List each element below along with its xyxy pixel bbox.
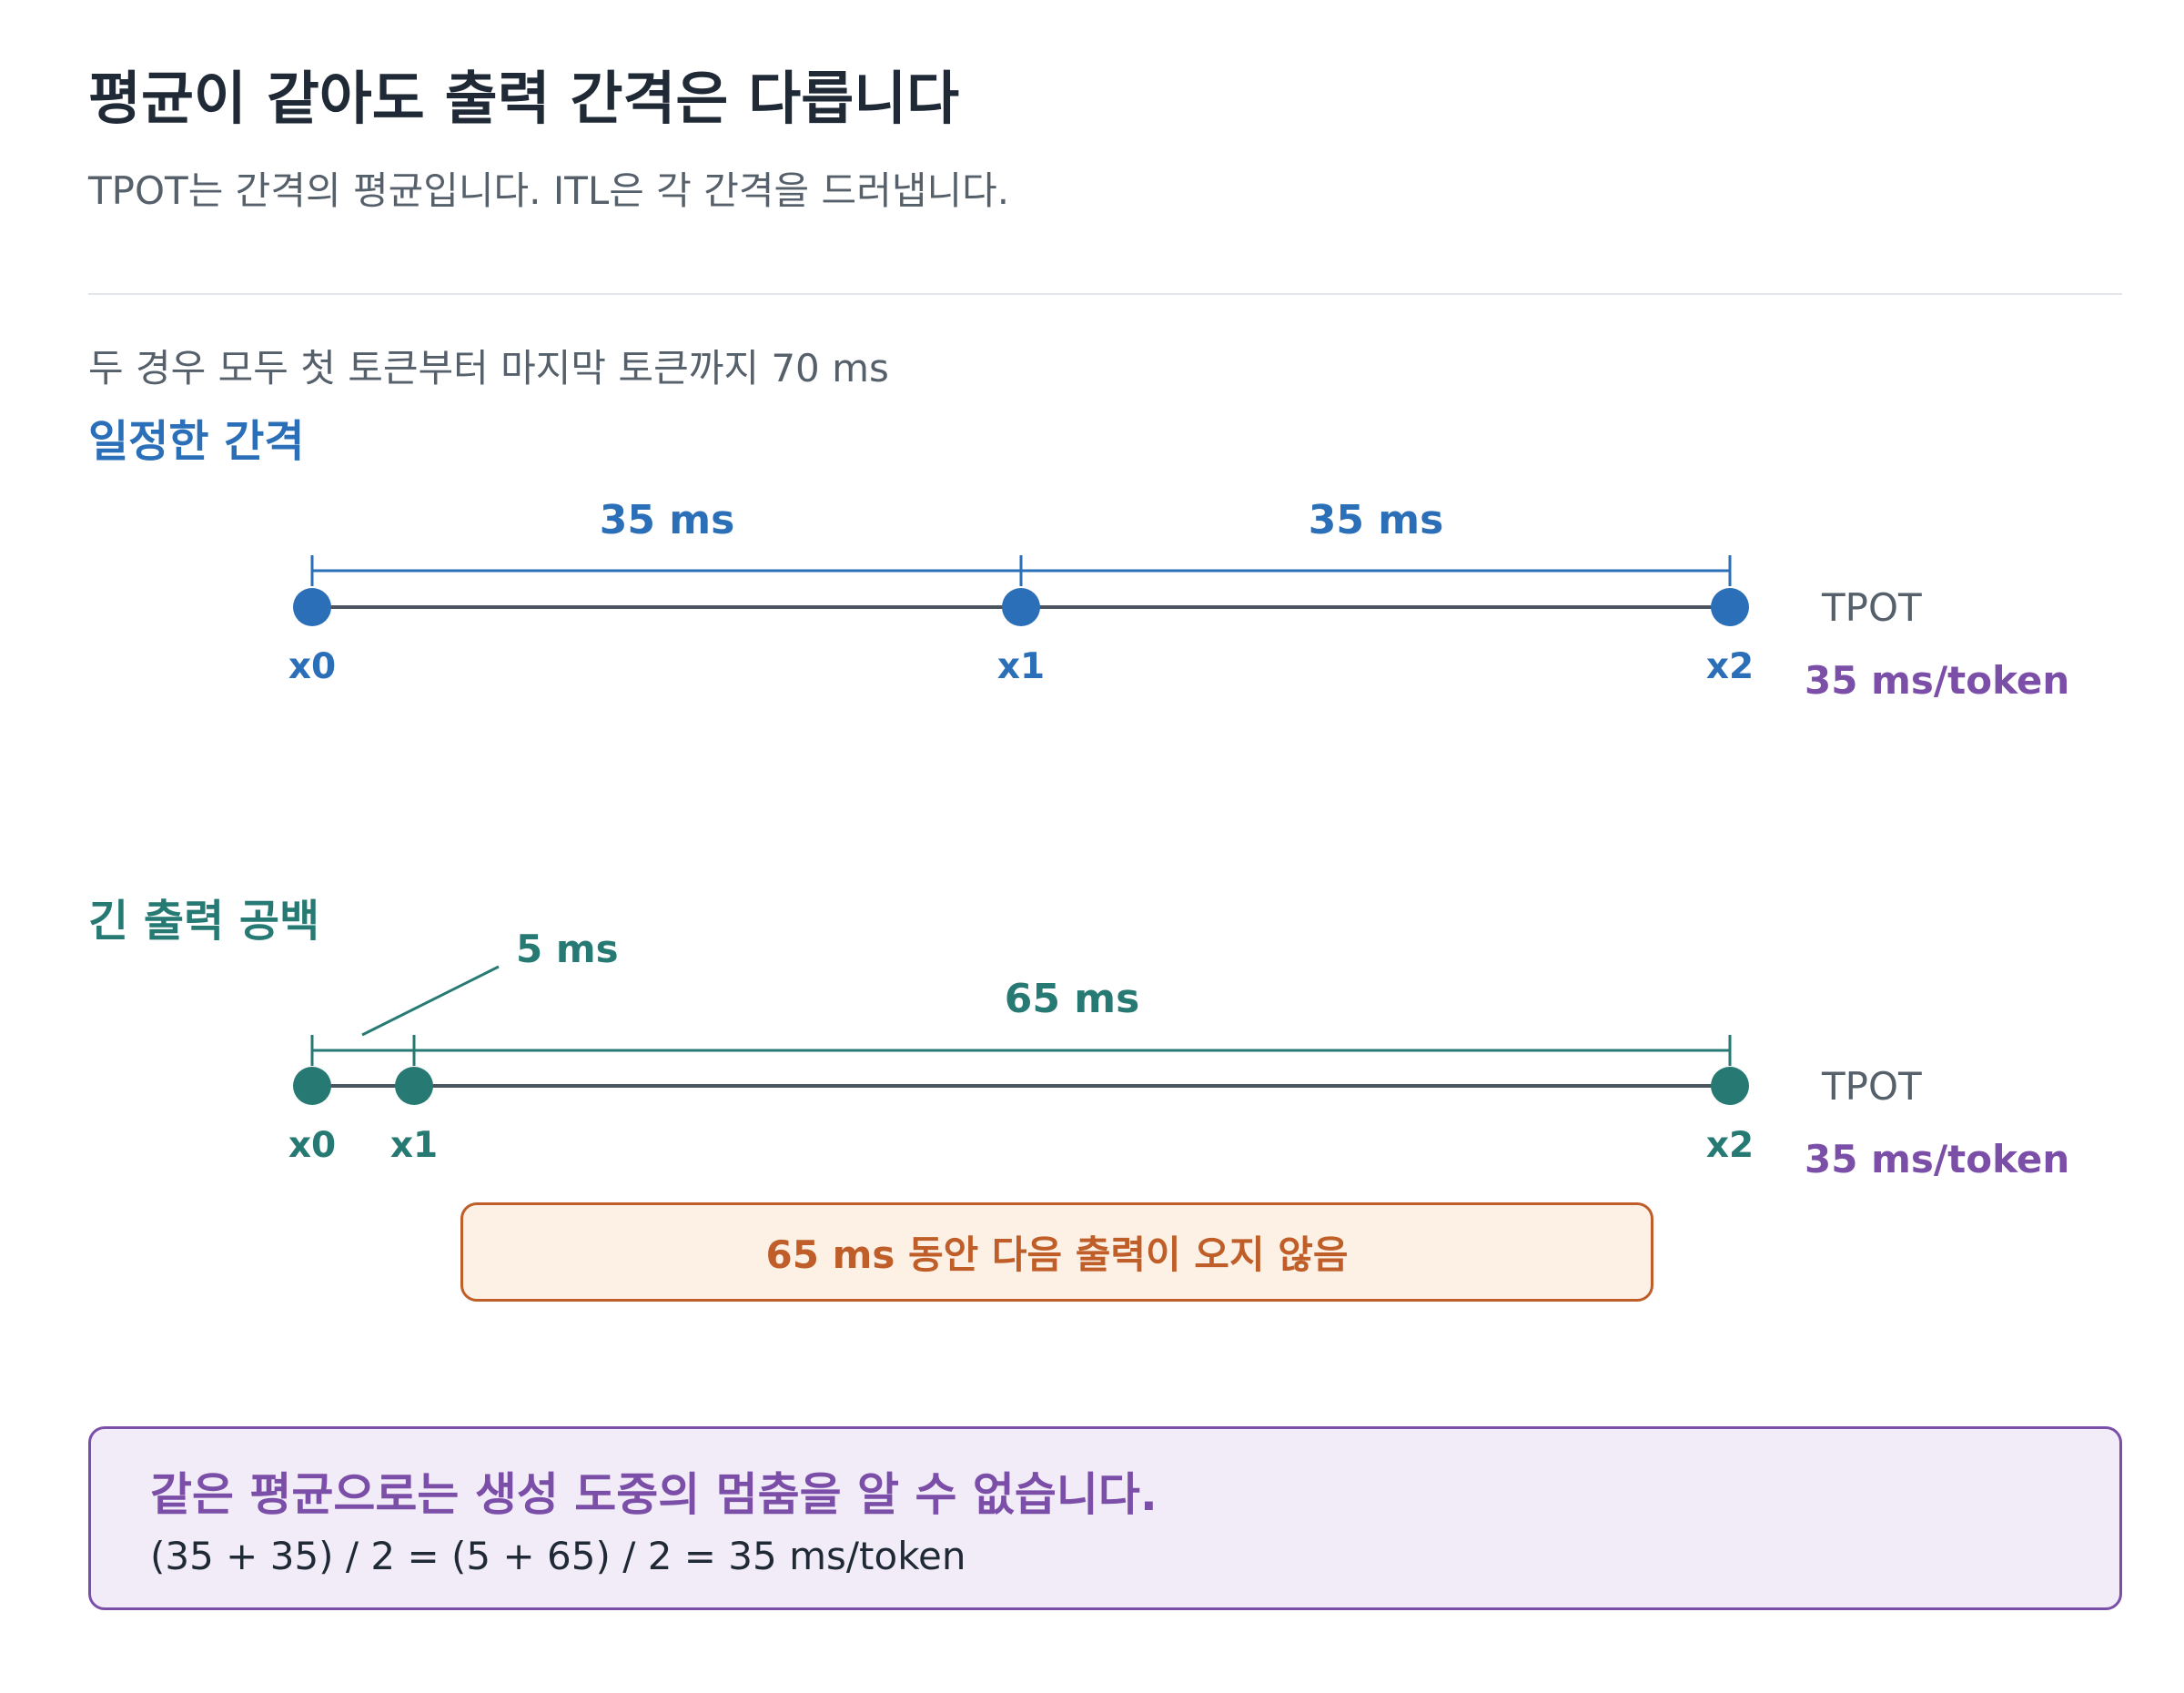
divider [88, 293, 2122, 295]
steady-section-title: 일정한 간격 [88, 416, 305, 467]
gap-token-label: x1 [390, 1125, 438, 1166]
gap-token-dot [1711, 1067, 1749, 1105]
gap-token-dot [395, 1067, 433, 1105]
gap-timeline: 5 ms 65 ms x0 x1 x2 TPOT 35 ms/token [288, 927, 2069, 1181]
duration-note: 두 경우 모두 첫 토큰부터 마지막 토큰까지 70 ms [88, 346, 889, 390]
summary-box: 같은 평균으로는 생성 도중의 멈춤을 알 수 없습니다. (35 + 35) … [88, 1426, 2122, 1610]
steady-token-dot [1002, 588, 1040, 626]
steady-token-label: x0 [288, 646, 336, 687]
steady-token-label: x1 [997, 646, 1045, 687]
gap-tpot-label: TPOT [1821, 1064, 1922, 1109]
steady-timeline: 35 ms 35 ms x0 x1 x2 TPOT 35 ms/token [288, 497, 2069, 703]
steady-token-dot [293, 588, 331, 626]
summary-formula: (35 + 35) / 2 = (5 + 65) / 2 = 35 ms/tok… [150, 1534, 966, 1578]
summary-title: 같은 평균으로는 생성 도중의 멈춤을 알 수 없습니다. [150, 1468, 1158, 1521]
gap-interval-label: 65 ms [1005, 976, 1140, 1022]
steady-token-label: x2 [1706, 646, 1754, 687]
page-subtitle: TPOT는 간격의 평균입니다. ITL은 각 간격을 드러냅니다. [88, 168, 1010, 213]
steady-interval-label: 35 ms [600, 497, 735, 543]
gap-warning-text: 65 ms 동안 다음 출력이 오지 않음 [765, 1232, 1349, 1277]
gap-token-label: x2 [1706, 1125, 1754, 1166]
steady-interval-label: 35 ms [1309, 497, 1444, 543]
gap-tpot-value: 35 ms/token [1805, 1137, 2069, 1181]
steady-tpot-label: TPOT [1821, 585, 1922, 630]
gap-section-title: 긴 출력 공백 [88, 896, 320, 947]
gap-token-dot [293, 1067, 331, 1105]
gap-short-interval-leader [361, 965, 500, 1037]
steady-tpot-value: 35 ms/token [1805, 658, 2069, 703]
gap-token-label: x0 [288, 1125, 336, 1166]
steady-token-dot [1711, 588, 1749, 626]
gap-interval-label: 5 ms [516, 927, 619, 971]
page-title: 평균이 같아도 출력 간격은 다릅니다 [88, 66, 960, 132]
gap-warning-box: 65 ms 동안 다음 출력이 오지 않음 [460, 1202, 1653, 1302]
